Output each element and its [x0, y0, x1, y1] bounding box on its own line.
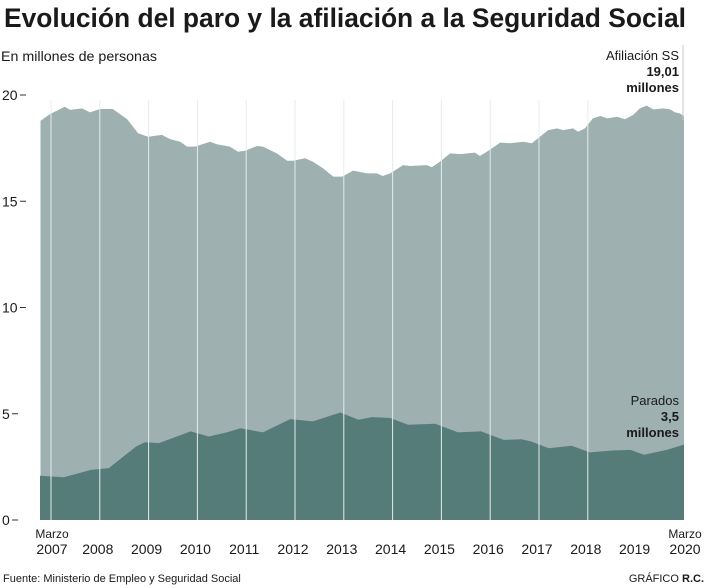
y-tick-label: 15	[2, 193, 18, 209]
y-tick-label: 10	[2, 300, 18, 316]
x-tick-label: 2011	[229, 541, 259, 557]
chart-subtitle: En millones de personas	[1, 48, 157, 64]
start-month-label: Marzo	[35, 527, 69, 541]
x-tick-label: 2012	[277, 541, 308, 557]
x-tick-label: 2009	[131, 541, 162, 557]
x-tick-label: 2019	[619, 541, 650, 557]
plot-area	[40, 105, 685, 520]
x-tick-label: 2010	[180, 541, 211, 557]
afiliacion-unit-label: millones	[626, 80, 679, 95]
afiliacion-value-label: 19,01	[646, 64, 679, 79]
x-tick-label: 2017	[521, 541, 552, 557]
x-tick-label: 2018	[570, 541, 601, 557]
y-tick-label: 5	[2, 406, 10, 422]
afiliacion-series-label: Afiliación SS	[606, 48, 679, 63]
x-axis: 2007 2008 2009 2010 2011 2012 2013 2014 2015 2016…	[36, 541, 700, 557]
parados-series-label: Parados	[631, 393, 680, 408]
y-tick-label: 20	[2, 87, 18, 103]
y-tick-label: 0	[2, 512, 10, 528]
x-tick-label: 2007	[36, 541, 67, 557]
x-tick-label: 2014	[375, 541, 406, 557]
end-month-label: Marzo	[668, 527, 702, 541]
x-tick-label: 2015	[424, 541, 455, 557]
credit-name: R.C.	[682, 573, 704, 585]
afiliacion-area	[40, 105, 685, 520]
year-separators	[50, 100, 589, 520]
y-axis: 0 5 10 15 20	[2, 87, 26, 528]
x-tick-label: 2008	[82, 541, 113, 557]
parados-unit-label: millones	[626, 425, 679, 440]
credit-prefix: GRÁFICO	[629, 572, 680, 585]
source-note: Fuente: Ministerio de Empleo y Seguridad…	[3, 573, 241, 585]
parados-value-label: 3,5	[661, 409, 679, 424]
credit: GRÁFICO R.C.	[629, 572, 704, 585]
parados-area	[40, 412, 684, 520]
x-tick-label: 2020	[669, 541, 700, 557]
x-tick-label: 2013	[326, 541, 357, 557]
x-tick-label: 2016	[473, 541, 504, 557]
chart-title: Evolución del paro y la afiliación a la …	[4, 3, 686, 33]
